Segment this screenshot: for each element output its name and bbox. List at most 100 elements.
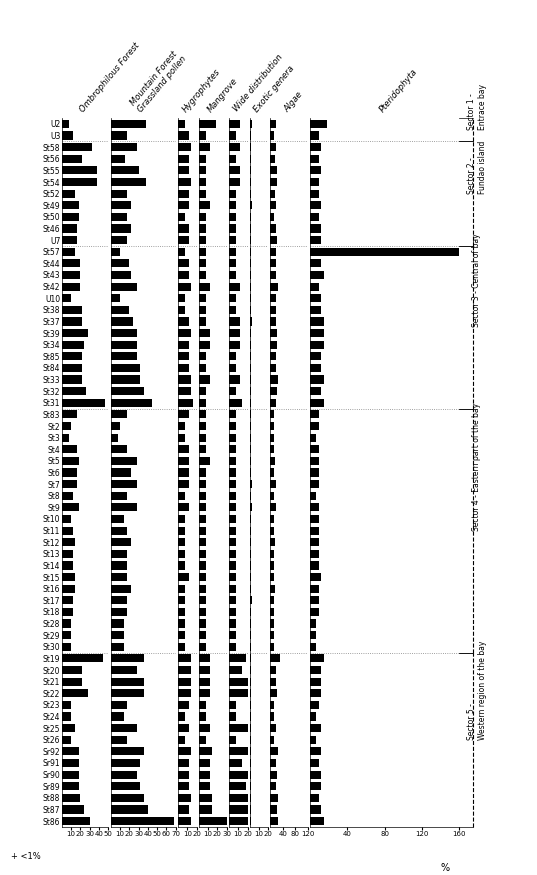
Bar xyxy=(229,562,236,570)
Bar xyxy=(250,643,251,651)
Bar xyxy=(229,353,236,360)
Bar xyxy=(250,387,251,396)
Bar xyxy=(229,364,236,372)
Bar xyxy=(199,422,206,430)
Bar xyxy=(178,492,185,500)
Bar xyxy=(250,771,251,779)
Text: Mangrove: Mangrove xyxy=(206,76,240,114)
Bar xyxy=(199,457,210,465)
Bar xyxy=(229,294,236,302)
Bar xyxy=(250,492,251,500)
Bar xyxy=(199,514,206,523)
Bar xyxy=(199,550,206,558)
Bar xyxy=(62,155,82,163)
Bar xyxy=(178,817,191,825)
Bar xyxy=(178,573,189,581)
Bar xyxy=(199,329,210,337)
Bar xyxy=(229,514,236,523)
Bar xyxy=(111,480,136,488)
Bar xyxy=(199,480,206,488)
Bar xyxy=(111,224,131,233)
Bar xyxy=(250,340,251,349)
Bar xyxy=(310,817,324,825)
Bar xyxy=(229,492,236,500)
Bar xyxy=(178,631,185,640)
Bar xyxy=(250,805,251,814)
Bar xyxy=(310,434,316,442)
Bar xyxy=(229,620,236,627)
Bar xyxy=(250,620,251,627)
Bar xyxy=(111,410,127,418)
Bar xyxy=(62,538,75,546)
Bar xyxy=(271,573,274,581)
Bar xyxy=(111,666,136,674)
Bar xyxy=(271,468,274,477)
Bar xyxy=(199,155,206,163)
Bar xyxy=(271,224,276,233)
Bar xyxy=(111,318,133,326)
Bar xyxy=(111,527,127,535)
Bar xyxy=(271,375,278,383)
Bar xyxy=(310,794,320,802)
Bar xyxy=(310,364,321,372)
Bar xyxy=(310,771,321,779)
Bar xyxy=(111,120,146,128)
Bar xyxy=(178,318,189,326)
Text: Sector 1 -
Entrace bay: Sector 1 - Entrace bay xyxy=(467,84,487,130)
Bar xyxy=(271,213,274,221)
Bar xyxy=(111,213,127,221)
Bar xyxy=(199,805,212,814)
Bar xyxy=(178,468,189,477)
Bar xyxy=(271,201,276,209)
Bar xyxy=(271,620,273,627)
Bar xyxy=(178,294,185,302)
Bar xyxy=(250,817,251,825)
Bar xyxy=(310,666,321,674)
Bar xyxy=(250,353,251,360)
Bar xyxy=(178,387,191,396)
Bar xyxy=(250,318,251,326)
Bar xyxy=(271,631,274,640)
Bar xyxy=(111,759,140,767)
Bar xyxy=(310,573,321,581)
Bar xyxy=(310,643,316,651)
Bar xyxy=(271,666,276,674)
Bar xyxy=(229,608,236,616)
Bar xyxy=(178,666,191,674)
Bar xyxy=(178,690,191,697)
Bar xyxy=(111,631,124,640)
Bar xyxy=(310,747,321,755)
Bar xyxy=(229,387,236,396)
Bar xyxy=(310,503,320,511)
Bar xyxy=(250,527,251,535)
Bar xyxy=(178,747,191,755)
Bar xyxy=(250,480,251,488)
Bar xyxy=(199,445,206,453)
Bar xyxy=(310,712,316,721)
Bar xyxy=(62,329,88,337)
Bar xyxy=(199,131,206,140)
Bar xyxy=(229,213,236,221)
Bar xyxy=(229,631,236,640)
Bar xyxy=(250,236,251,244)
Bar xyxy=(271,434,273,442)
Bar xyxy=(178,166,189,174)
Bar xyxy=(178,305,185,314)
Bar xyxy=(111,654,144,662)
Bar xyxy=(250,445,251,453)
Bar xyxy=(229,224,236,233)
Bar xyxy=(62,468,77,477)
Bar xyxy=(111,468,131,477)
Bar xyxy=(178,643,185,651)
Bar xyxy=(199,178,206,186)
Bar xyxy=(199,794,212,802)
Bar xyxy=(62,224,77,233)
Bar xyxy=(250,283,251,290)
Bar xyxy=(271,155,275,163)
Bar xyxy=(310,724,321,732)
Bar xyxy=(229,410,236,418)
Bar xyxy=(271,190,275,198)
Bar xyxy=(199,538,206,546)
Bar xyxy=(62,747,78,755)
Bar xyxy=(271,248,276,255)
